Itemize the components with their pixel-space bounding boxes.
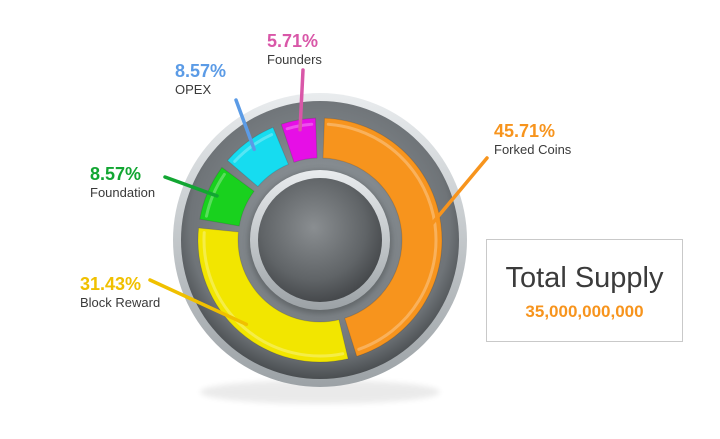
- category-label-founders: Founders: [267, 52, 322, 67]
- slice-foundation: [199, 166, 255, 227]
- data-labels: 45.71%Forked Coins 31.43%Block Reward 8.57…: [80, 31, 572, 310]
- leader-forked-coins: [429, 156, 489, 227]
- leader-founders: [298, 68, 305, 132]
- leader-opex: [234, 98, 256, 152]
- hub-center: [258, 178, 382, 302]
- slice-highlight-block-reward: [202, 231, 345, 358]
- value-label-forked-coins: 45.71%: [494, 121, 555, 141]
- ground-shadow: [200, 380, 440, 404]
- category-label-opex: OPEX: [175, 82, 211, 97]
- label-leaders: [148, 68, 489, 327]
- leader-block-reward: [148, 278, 249, 327]
- leader-foundation: [163, 175, 219, 198]
- slices: [197, 117, 443, 363]
- value-label-founders: 5.71%: [267, 31, 318, 51]
- slice-highlight-forked-coins: [326, 122, 438, 351]
- category-label-block-reward: Block Reward: [80, 295, 160, 310]
- value-label-block-reward: 31.43%: [80, 274, 141, 294]
- slice-founders: [280, 117, 318, 163]
- slice-forked-coins: [322, 117, 443, 357]
- category-label-forked-coins: Forked Coins: [494, 142, 572, 157]
- total-supply-value: 35,000,000,000: [525, 302, 644, 321]
- slice-opex: [226, 126, 289, 188]
- value-label-foundation: 8.57%: [90, 164, 141, 184]
- value-label-opex: 8.57%: [175, 61, 226, 81]
- category-label-foundation: Foundation: [90, 185, 155, 200]
- total-supply-label: Total Supply: [505, 262, 664, 294]
- slice-block-reward: [197, 227, 349, 363]
- total-supply-box: Total Supply 35,000,000,000: [486, 239, 683, 342]
